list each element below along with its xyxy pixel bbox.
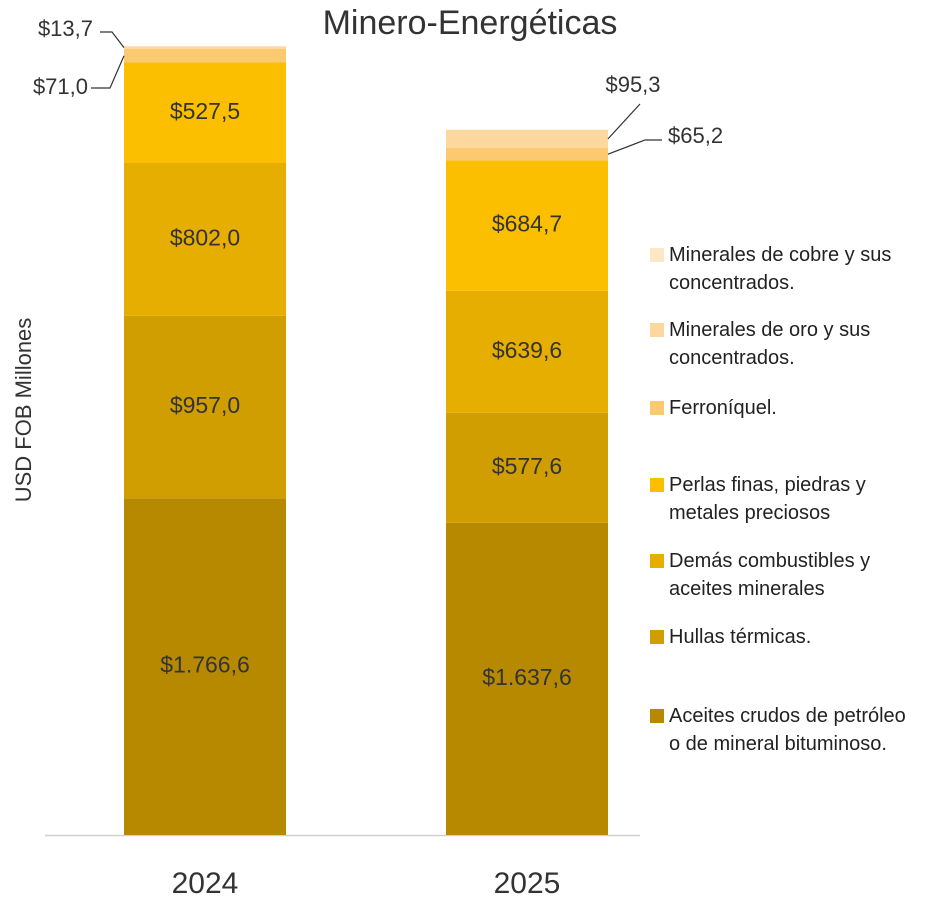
legend-entry: Hullas térmicas.	[650, 623, 912, 651]
value-label: $1.766,6	[160, 652, 250, 678]
value-label: $1.637,6	[482, 664, 572, 690]
leader-line	[607, 139, 662, 155]
bar-segment	[446, 160, 608, 291]
x-tick-label: 2025	[494, 867, 561, 900]
bar-segment	[446, 290, 608, 413]
legend-swatch	[650, 630, 664, 644]
leader-line	[607, 103, 641, 140]
legend-swatch	[650, 323, 664, 337]
bar-segment	[446, 147, 608, 161]
leader-line	[100, 31, 125, 48]
legend-entry: Demás combustibles y aceites minerales	[650, 547, 912, 603]
legend-swatch	[650, 478, 664, 492]
legend-label: Minerales de oro y sus concentrados.	[669, 319, 871, 369]
legend-entry: Ferroníquel.	[650, 394, 912, 422]
legend-swatch	[650, 248, 664, 262]
legend-swatch	[650, 554, 664, 568]
legend-label: Perlas finas, piedras y metales precioso…	[669, 474, 866, 524]
bar-segment	[124, 163, 286, 316]
bar-segment	[124, 48, 286, 63]
bar-segment	[446, 129, 608, 148]
legend-label: Demás combustibles y aceites minerales	[669, 550, 871, 600]
legend-swatch	[650, 709, 664, 723]
legend-label: Minerales de cobre y sus concentrados.	[669, 244, 892, 294]
legend-label: Hullas térmicas.	[669, 626, 812, 648]
value-label: $577,6	[492, 453, 562, 479]
bar-segment	[124, 62, 286, 164]
legend-entry: Aceites crudos de petróleo o de mineral …	[650, 702, 912, 758]
bar-segment	[446, 522, 608, 835]
legend-entry: Perlas finas, piedras y metales precioso…	[650, 471, 912, 527]
x-tick-label: 2024	[172, 867, 239, 900]
bar-segment	[124, 315, 286, 499]
value-label: $65,2	[668, 123, 723, 148]
value-label: $684,7	[492, 211, 562, 237]
legend-entry: Minerales de cobre y sus concentrados.	[650, 241, 912, 297]
value-label: $95,3	[605, 72, 660, 97]
legend-swatch	[650, 401, 664, 415]
value-label: $71,0	[33, 74, 88, 99]
value-label: $802,0	[170, 225, 240, 251]
value-label: $639,6	[492, 337, 562, 363]
bar-segment	[446, 412, 608, 523]
legend-entry: Minerales de oro y sus concentrados.	[650, 316, 912, 372]
legend-label: Ferroníquel.	[669, 397, 777, 419]
value-label: $13,7	[38, 16, 93, 41]
leader-line	[91, 55, 125, 89]
bar-segment	[124, 498, 286, 835]
y-axis-label: USD FOB Millones	[11, 318, 36, 503]
value-label: $527,5	[170, 98, 240, 124]
bar-segment	[124, 46, 286, 49]
legend-label: Aceites crudos de petróleo o de mineral …	[669, 705, 906, 755]
value-label: $957,0	[170, 392, 240, 418]
chart-title: Minero-Energéticas	[323, 4, 618, 42]
